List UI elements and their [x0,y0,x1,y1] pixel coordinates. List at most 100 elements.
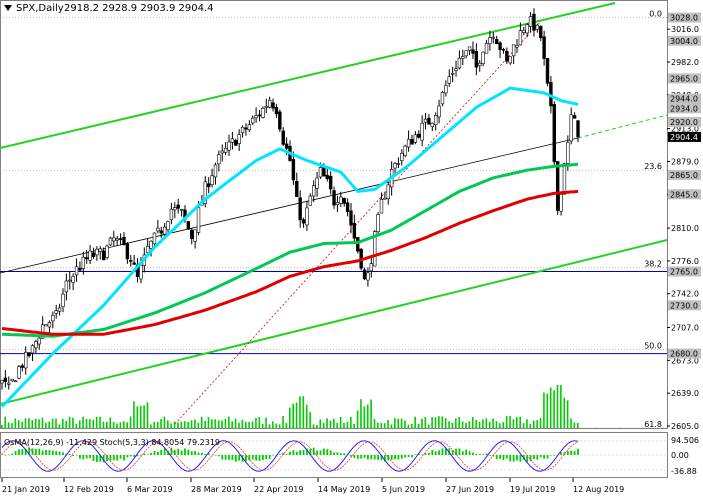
osma-bar [549,455,552,456]
candle-body [261,108,265,118]
osma-bar [58,451,61,455]
candle-body [576,120,580,138]
ema-slow-line [1,189,579,336]
osma-bar [380,455,383,461]
osma-bar [217,455,220,457]
osma-bar [356,455,359,459]
candle-body [539,26,543,38]
osma-bar [407,455,410,458]
osma-bar [1,454,3,455]
osma-bar [404,455,407,458]
volume-bar [244,421,247,428]
price-label-box [668,93,701,104]
candle-body [186,221,191,230]
volume-bar [360,399,362,428]
volume-bar [258,417,261,428]
osma-bar [516,455,518,461]
candle-body [274,107,279,115]
candle-body [356,237,360,252]
candle-body [71,276,75,283]
volume-bar [346,421,349,428]
osma-bar [577,448,579,455]
volume-bar [194,419,196,428]
volume-bar [471,417,474,428]
volume-bar [292,403,294,428]
candle-body [396,163,401,165]
x-axis-labels: 21 Jan 2019 12 Feb 2019 6 Mar 2019 28 Mar 2… [1,478,624,494]
price-label-box [668,103,701,114]
osma-bar [495,455,498,460]
osma-bar [370,455,373,460]
volume-bar [238,422,240,428]
volume-bar [228,416,230,428]
candlesticks [0,8,580,390]
channel-lower-line [0,239,668,405]
volume-bar [51,418,54,428]
osma-bar [292,450,295,455]
osma-bar [95,455,98,462]
osma-bar [255,455,258,461]
x-tick-label: 19 Jul 2019 [510,485,555,494]
volume-bar [1,424,3,428]
volume-bar [404,420,406,428]
price-label-box [668,73,701,84]
osma-bar [102,455,105,463]
volume-bar [150,424,152,428]
osma-bar [383,455,386,462]
price-label: 2680.0 [670,350,698,359]
candle-body [240,126,245,134]
osma-bar [38,448,41,455]
collapse-arrow-icon[interactable] [4,5,12,11]
osma-bar [11,453,14,455]
candle-body [139,264,143,280]
y-tick-label: 2673.0 [671,356,699,365]
volume-bar [139,405,142,428]
volume-bar [278,424,281,428]
price-label-box [668,116,701,127]
price-label-box [668,300,701,311]
volume-bar [319,419,322,428]
candle-body [251,117,255,124]
volume-bar [55,418,57,428]
candle-body [95,248,99,256]
osma-bar [173,449,176,455]
osma-bar [234,455,237,462]
volume-bar [217,420,220,428]
osma-bar [560,452,562,455]
x-tick-label: 21 Jan 2019 [2,485,50,494]
current-price-label: 2904.4 [670,133,698,142]
candle-body [74,266,79,276]
volume-bar [133,401,135,428]
candle-body [406,138,411,148]
volume-bar [275,423,278,428]
candle-body [244,127,248,130]
osma-bar [221,455,224,460]
osma-bar [441,448,444,455]
osma-bar [261,455,264,460]
price-label: 2765.0 [670,268,698,277]
candle-body [461,56,465,59]
candle-body [410,139,414,145]
osma-bar [522,455,525,460]
osma-bar [156,451,159,455]
volume-bar [383,423,386,428]
candle-body [264,105,268,108]
candle-body [206,183,211,188]
osma-bar [268,455,271,459]
volume-bar [272,421,274,428]
candle-body [85,257,89,260]
volume-bar [519,416,521,428]
osma-bar [512,455,515,462]
osma-bar [82,455,85,460]
candle-body [352,222,357,239]
osma-bar [489,455,491,456]
candle-body [335,202,340,206]
candle-body [373,231,377,267]
candle-body [156,227,160,232]
candle-body [535,24,540,30]
volume-bar [312,424,315,428]
candle-body [555,161,560,211]
volume-bar [536,419,538,428]
osma-bar [414,454,417,455]
osma-bar [417,453,420,455]
